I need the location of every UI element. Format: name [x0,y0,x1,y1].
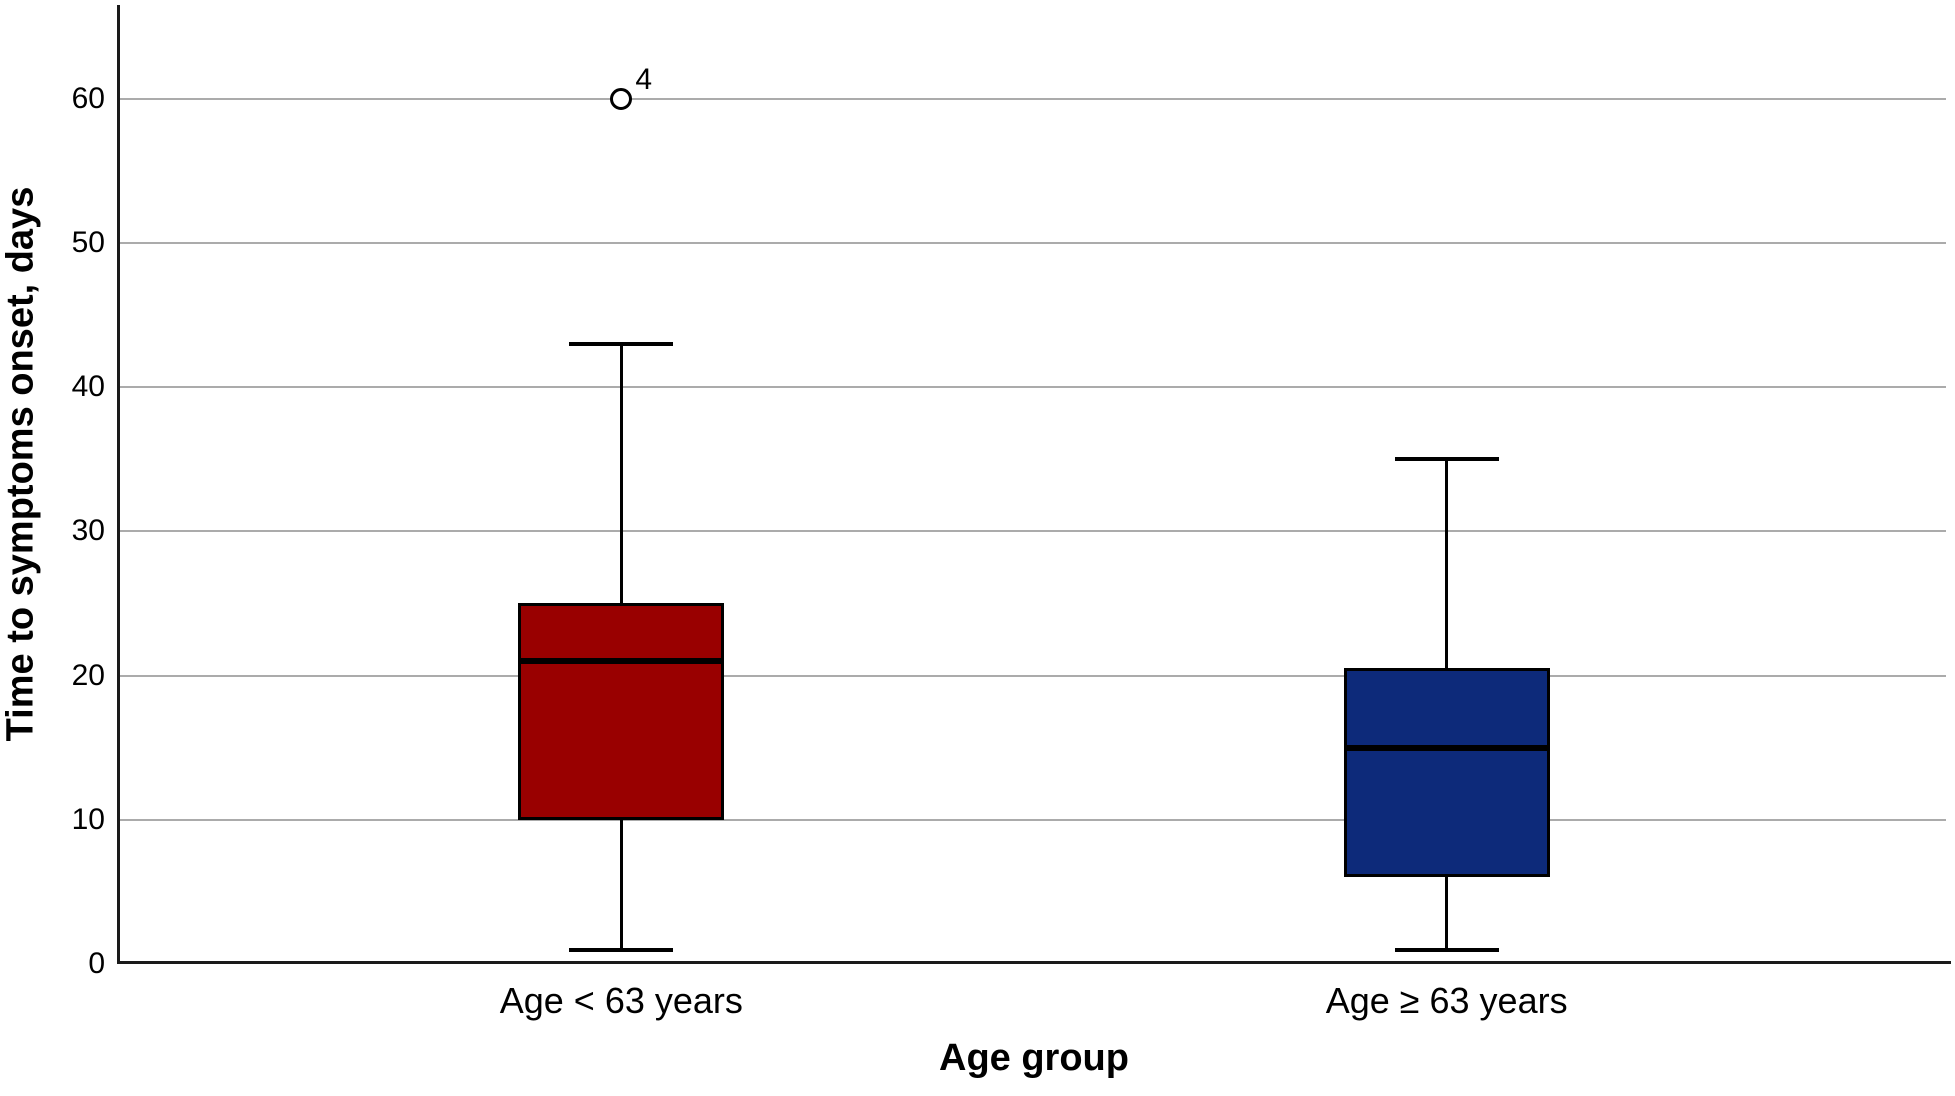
lower-whisker-stem [1445,877,1449,950]
outlier-point [610,87,633,110]
upper-whisker-stem [619,343,623,604]
gridline [120,97,1946,100]
median-line [1343,744,1550,751]
gridline [120,386,1946,389]
lower-whisker-cap [569,947,674,952]
y-tick-label: 20 [71,658,105,692]
y-tick-label: 40 [71,370,105,404]
x-category-label: Age < 63 years [499,980,743,1021]
upper-whisker-cap [569,341,674,346]
y-tick-label: 0 [88,947,105,980]
y-axis-title: Time to symptoms onset, days [0,186,42,742]
iqr-box [518,603,725,820]
x-category-label: Age ≥ 63 years [1325,980,1568,1021]
gridline [120,818,1946,821]
lower-whisker-cap [1394,947,1499,952]
y-tick-label: 50 [71,225,105,259]
iqr-box [1343,668,1550,878]
upper-whisker-cap [1394,457,1499,462]
y-tick-label: 30 [71,514,105,548]
y-tick-label: 60 [71,81,105,115]
plot-area [117,5,1951,964]
gridline [120,674,1946,677]
y-tick-label: 10 [71,802,105,836]
upper-whisker-stem [1445,459,1449,669]
median-line [518,658,725,665]
x-axis-title: Age group [939,1037,1129,1079]
gridline [120,241,1946,244]
gridline [120,530,1946,533]
lower-whisker-stem [619,819,623,950]
outlier-label: 4 [635,62,653,96]
